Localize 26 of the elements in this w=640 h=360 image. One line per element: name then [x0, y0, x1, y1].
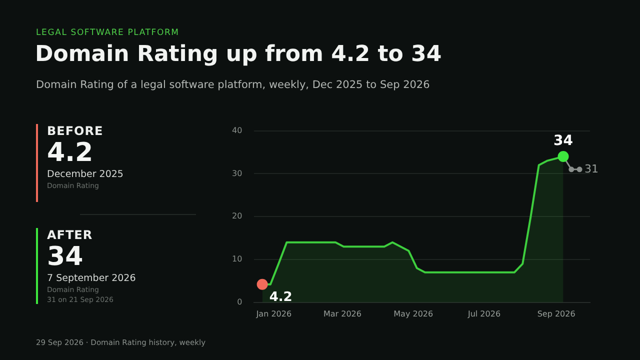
y-tick-label: 20: [232, 212, 242, 221]
chart-subtitle: Domain Rating of a legal software platform, weekly, Dec 2025 to Sep 2026: [36, 79, 430, 91]
y-tick-label: 0: [237, 297, 242, 306]
point: [558, 151, 569, 162]
text: 34: [47, 242, 84, 272]
text: December 2025: [47, 168, 124, 181]
x-tick-label: Sep 2026: [537, 309, 576, 318]
text: 4.2: [47, 138, 94, 168]
y-tick-label: 40: [232, 126, 242, 135]
text: 7 September 2026: [47, 272, 136, 285]
annotation: 31: [584, 162, 599, 176]
text: LEGAL SOFTWARE PLATFORM: [36, 28, 180, 38]
y-tick-label: 30: [232, 168, 242, 178]
x-tick-label: Jul 2026: [466, 309, 501, 318]
x-tick-label: May 2026: [394, 309, 434, 318]
annotation: 4.2: [269, 290, 292, 305]
text: BEFORE: [47, 124, 104, 138]
x-tick-label: Mar 2026: [323, 309, 362, 318]
chart-title: Domain Rating up from 4.2 to 34: [35, 42, 442, 67]
y-tick-label: 10: [232, 254, 242, 264]
text: AFTER: [47, 228, 94, 242]
annotation: 34: [554, 133, 574, 150]
point: [568, 166, 574, 172]
x-tick-label: Jan 2026: [255, 309, 292, 318]
point: [256, 278, 268, 290]
point: [576, 166, 582, 172]
